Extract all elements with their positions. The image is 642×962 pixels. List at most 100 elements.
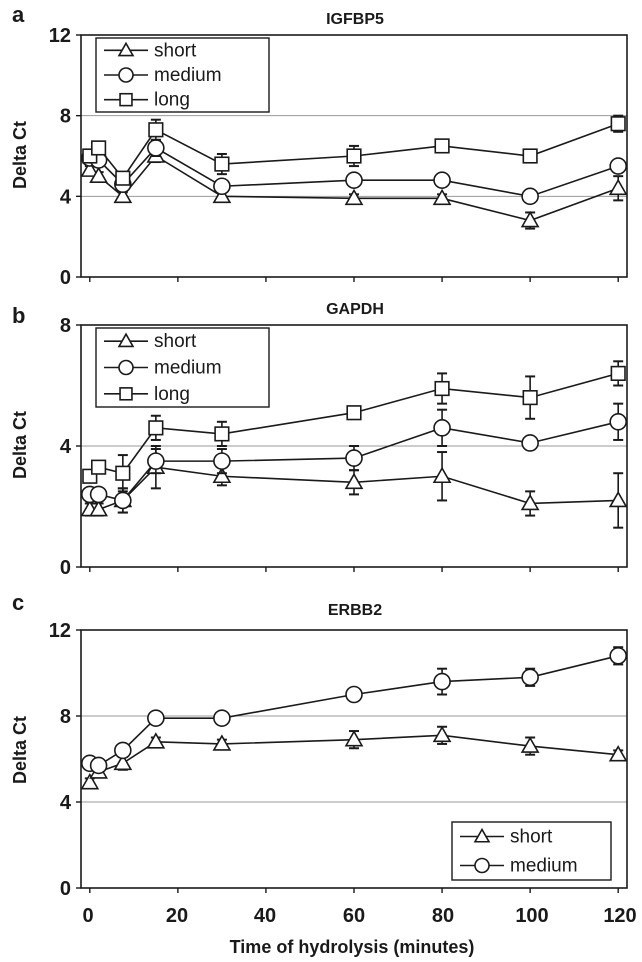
legend-label-medium: medium: [510, 856, 578, 877]
circle-marker: [433, 672, 451, 691]
circle-marker: [609, 412, 627, 431]
triangle-marker: [80, 773, 100, 790]
circle-marker: [147, 709, 165, 727]
y-tick-label: 4: [60, 792, 72, 814]
triangle-marker: [117, 41, 135, 57]
x-tick-label: 0: [82, 905, 93, 927]
y-tick-label: 12: [49, 25, 71, 47]
y-tick-label: 8: [60, 315, 71, 337]
triangle-marker: [212, 734, 232, 751]
circle-marker: [345, 171, 363, 189]
triangle-marker: [117, 332, 135, 348]
legend-label-short: short: [154, 331, 197, 352]
chart-panel-gapdh: 0 4 8 short medium long: [60, 315, 628, 579]
chart-panel-igfbp5: 0 4 8 12 short medium long: [49, 25, 628, 289]
circle-marker: [114, 491, 132, 510]
circle-marker: [213, 709, 231, 727]
triangle-marker: [432, 188, 452, 206]
x-axis-label: Time of hydrolysis (minutes): [230, 937, 475, 957]
circle-marker: [609, 646, 627, 665]
square-marker: [346, 148, 362, 164]
triangle-marker: [89, 499, 108, 517]
circle-marker: [609, 157, 627, 175]
triangle-marker: [113, 753, 133, 771]
triangle-marker: [80, 160, 100, 177]
x-tick-label: 40: [254, 905, 276, 927]
square-marker: [91, 459, 107, 475]
panel-letter-c: c: [12, 590, 24, 615]
circle-marker: [433, 419, 451, 437]
y-axis-label-b: Delta Ct: [10, 411, 30, 479]
panel-title-c: ERBB2: [328, 602, 382, 619]
square-marker: [214, 426, 230, 442]
y-tick-label: 0: [60, 267, 71, 289]
circle-marker: [89, 756, 108, 775]
legend-label-short: short: [154, 40, 197, 61]
legend-label-medium: medium: [154, 65, 222, 86]
panel-letter-a: a: [12, 2, 25, 27]
square-marker: [522, 148, 538, 164]
triangle-marker: [432, 725, 452, 743]
triangle-marker: [344, 188, 364, 206]
square-marker: [214, 156, 230, 172]
y-axis-label-c: Delta Ct: [10, 716, 30, 784]
circle-marker: [89, 485, 108, 504]
triangle-marker: [212, 466, 232, 484]
circle-marker: [345, 449, 363, 467]
circle-marker: [345, 685, 363, 704]
triangle-marker: [608, 745, 628, 762]
circle-marker: [474, 857, 490, 874]
triangle-marker: [344, 730, 364, 747]
panel-title-a: IGFBP5: [326, 11, 384, 28]
square-marker: [148, 420, 164, 436]
square-marker: [610, 365, 626, 382]
y-tick-label: 8: [60, 706, 71, 728]
y-tick-label: 12: [49, 620, 71, 642]
y-axis-label-a: Delta Ct: [10, 121, 30, 189]
square-marker: [434, 138, 450, 154]
circle-marker: [521, 434, 539, 452]
square-marker: [91, 140, 107, 156]
triangle-marker: [344, 472, 364, 490]
y-tick-label: 8: [60, 106, 71, 128]
square-marker: [115, 465, 131, 481]
triangle-marker: [520, 210, 540, 228]
x-tick-label: 80: [432, 905, 454, 927]
y-tick-label: 4: [60, 436, 72, 458]
x-tick-label: 60: [343, 905, 365, 927]
legend-label-medium: medium: [154, 358, 222, 379]
triangle-marker: [520, 493, 540, 511]
triangle-marker: [608, 178, 628, 196]
square-marker: [119, 92, 133, 107]
circle-marker: [213, 452, 231, 470]
triangle-marker: [113, 186, 133, 204]
chart-panel-erbb2: 0 4 8 12 short medium: [49, 620, 628, 900]
legend-label-long: long: [154, 384, 190, 405]
triangle-marker: [212, 186, 232, 204]
triangle-marker: [89, 166, 108, 183]
square-marker: [346, 405, 362, 421]
legend-label-short: short: [510, 827, 553, 848]
circle-marker: [118, 359, 134, 376]
square-marker: [115, 170, 131, 186]
x-tick-label: 120: [603, 905, 636, 927]
circle-marker: [147, 139, 165, 157]
square-marker: [434, 380, 450, 397]
circle-marker: [114, 741, 132, 760]
square-marker: [522, 389, 538, 406]
x-tick-label: 100: [515, 905, 548, 927]
triangle-marker: [520, 736, 540, 753]
circle-marker: [213, 177, 231, 196]
panel-title-b: GAPDH: [326, 301, 384, 318]
circle-marker: [521, 668, 539, 687]
circle-marker: [147, 452, 165, 470]
square-marker: [610, 116, 626, 132]
square-marker: [148, 122, 164, 138]
triangle-marker: [473, 827, 491, 843]
x-tick-label: 20: [166, 905, 188, 927]
panel-letter-b: b: [12, 303, 25, 328]
legend-label-long: long: [154, 90, 190, 111]
circle-marker: [521, 187, 539, 206]
triangle-marker: [432, 466, 452, 484]
